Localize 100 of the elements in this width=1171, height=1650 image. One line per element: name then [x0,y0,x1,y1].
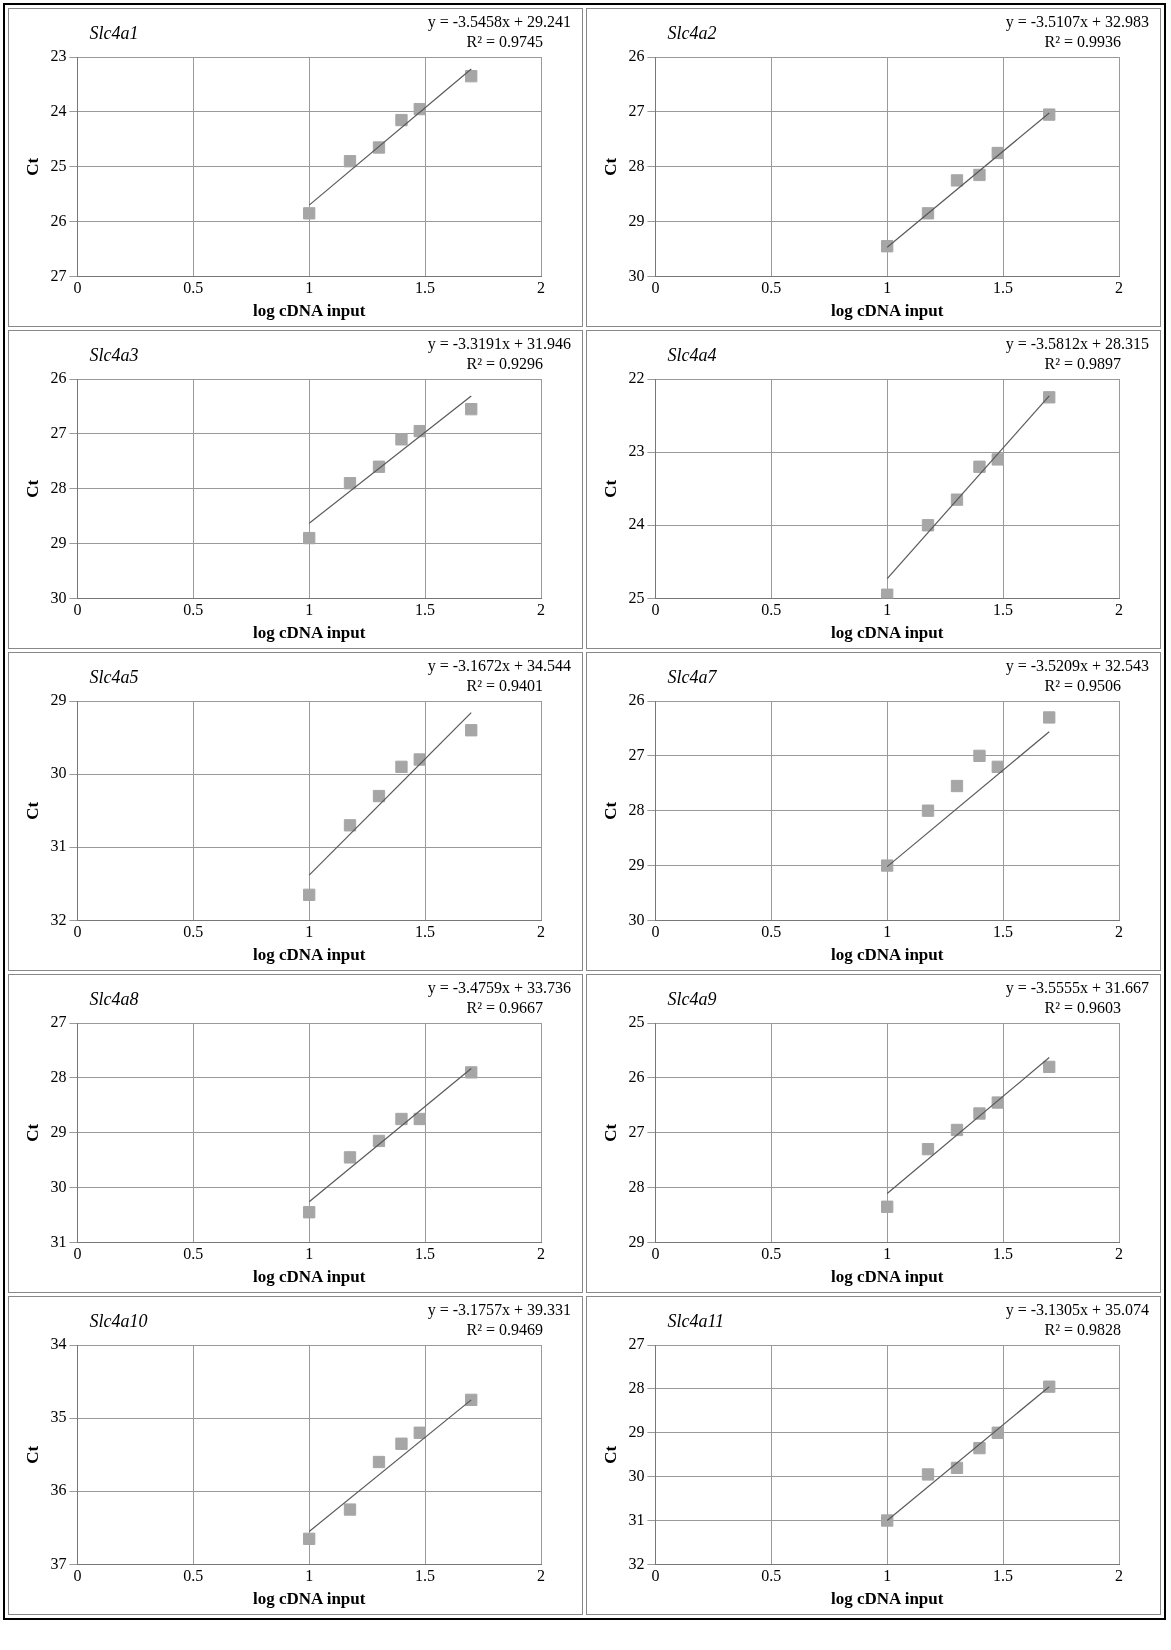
x-axis-title: log cDNA input [830,945,944,965]
y-tick-label: 29 [628,1422,645,1440]
y-tick-label: 28 [628,1177,645,1195]
y-tick-label: 27 [628,1122,645,1140]
point [343,477,357,490]
y-axis-title: Ct [22,157,42,176]
x-tick-label: 1 [883,1567,892,1585]
point [921,1143,935,1156]
y-axis-title: Ct [22,479,42,498]
text: R² = 0.9603 [1044,999,1121,1017]
text: y = -3.5812x + 28.315 [1005,335,1149,354]
x-axis-title: log cDNA input [252,301,366,321]
x-tick-label: 2 [1115,923,1123,941]
x-tick-label: 2 [537,601,545,619]
x-tick-label: 0 [651,1245,660,1263]
point [343,1151,357,1164]
x-tick-label: 1.5 [993,1567,1014,1585]
y-axis-title: Ct [22,801,42,820]
x-tick-label: 1 [305,1567,314,1585]
x-tick-label: 0.5 [183,923,204,941]
point [881,1514,894,1527]
y-tick-label: 35 [50,1408,67,1426]
chart-title: Slc4a8 [89,988,139,1009]
x-tick-label: 1 [305,923,314,941]
y-tick-label: 29 [50,1122,67,1140]
x-tick-label: 1.5 [993,279,1014,297]
x-tick-label: 1.5 [993,1245,1014,1263]
x-tick-label: 1 [883,923,892,941]
point [395,113,408,127]
text: y = -3.5107x + 32.983 [1005,13,1149,32]
y-axis-title: Ct [600,157,620,176]
point [465,403,478,416]
x-tick-label: 0 [651,1567,660,1585]
point [465,70,478,83]
x-tick-label: 2 [1115,601,1123,619]
y-tick-label: 28 [628,800,645,818]
x-tick-label: 0.5 [183,601,204,619]
point [343,819,357,832]
x-tick-label: 0 [73,923,82,941]
point [921,1468,935,1481]
y-tick-label: 23 [50,47,67,65]
x-tick-label: 0 [73,601,82,619]
x-tick-label: 0.5 [183,1567,204,1585]
x-axis-title: log cDNA input [830,623,944,643]
x-tick-label: 1.5 [993,923,1014,941]
y-tick-label: 27 [628,746,645,764]
x-tick-label: 1 [883,279,892,297]
point [991,760,1004,773]
text: y = -3.3191x + 31.946 [427,335,571,354]
point [881,859,894,872]
point [991,1426,1004,1439]
y-tick-label: 26 [50,369,67,387]
point [465,724,478,737]
y-tick-label: 29 [628,1232,645,1250]
x-tick-label: 0.5 [761,279,782,297]
y-tick-label: 32 [50,910,67,928]
x-tick-label: 2 [537,923,545,941]
y-tick-label: 27 [50,266,67,284]
point [413,1426,426,1439]
x-tick-label: 0.5 [183,279,204,297]
y-axis-title: Ct [600,1445,620,1464]
y-axis-title: Ct [22,1123,42,1142]
text: R² = 0.9469 [466,1321,543,1339]
x-tick-label: 1 [883,1245,892,1263]
y-tick-label: 28 [50,478,67,496]
point [395,1112,408,1126]
y-tick-label: 28 [628,156,645,174]
text: R² = 0.9296 [466,355,543,373]
point [303,1532,316,1545]
y-tick-label: 27 [50,1013,67,1031]
chart-title: Slc4a2 [667,22,717,43]
y-axis-title: Ct [600,479,620,498]
text: y = -3.1757x + 39.331 [427,1301,571,1320]
x-tick-label: 0 [651,601,660,619]
y-tick-label: 30 [628,266,645,284]
y-tick-label: 36 [50,1481,67,1499]
y-tick-label: 25 [50,156,67,174]
y-tick-label: 22 [628,369,645,387]
x-tick-label: 1.5 [415,279,436,297]
x-tick-label: 2 [1115,279,1123,297]
x-axis-title: log cDNA input [830,1267,944,1287]
point [343,1503,357,1516]
x-tick-label: 0.5 [761,1245,782,1263]
chart-title: Slc4a7 [667,666,718,687]
y-tick-label: 28 [628,1379,645,1397]
x-axis-title: log cDNA input [830,1589,944,1609]
x-tick-label: 0.5 [761,601,782,619]
text: R² = 0.9936 [1044,33,1121,51]
text: R² = 0.9667 [466,999,543,1017]
point [973,749,986,763]
y-tick-label: 29 [628,855,645,873]
y-tick-label: 24 [50,102,67,120]
y-tick-label: 26 [50,211,67,229]
text: y = -3.1672x + 34.544 [427,657,571,676]
point [1043,108,1056,121]
x-tick-label: 1 [883,601,892,619]
point [303,888,316,901]
text: R² = 0.9828 [1044,1321,1121,1339]
point [973,168,986,182]
y-tick-label: 24 [628,515,645,533]
